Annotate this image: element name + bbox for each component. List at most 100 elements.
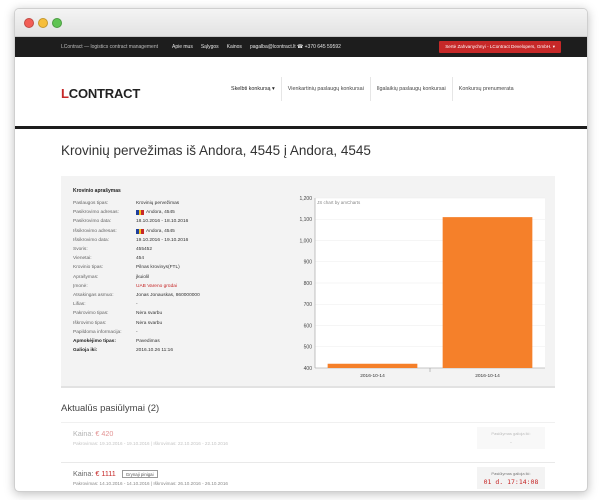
offer-item[interactable]: Kaina: € 1111 Grynaji pinigai Pakrovimas… [61,462,555,491]
detail-value: Nėra svarbu [136,311,163,317]
detail-row: Paslaugos tipas: Krovinių pervežimas [73,199,283,208]
detail-label: Lifias: [73,302,86,308]
detail-row: Svoris: 455452 [73,245,283,254]
detail-value: Krovinių pervežimas [136,201,180,207]
andorra-flag-icon [136,210,145,216]
detail-row: Įmonė: UAB Vareno grūdai [73,282,283,291]
andorra-flag-icon [136,228,145,234]
detail-value: jkuiolil [136,274,150,280]
minimize-window-button[interactable] [38,18,48,28]
detail-label: Pasikrovimo adresas: [73,210,119,216]
detail-row: Iškrovimo tipas: Nėra svarbu [73,318,283,327]
detail-value: Pilnas krovinys(FTL) [136,265,180,271]
detail-label: Aprašymas: [73,274,99,280]
user-account-label: Sertė Zahvanychnyi - LContract Developer… [445,44,552,49]
site-logo[interactable]: LCONTRACT [61,86,141,101]
cargo-details-heading: Krovinio aprašymas [73,188,121,194]
offer-validity: Pasiūlymas galioja iki: - [477,427,545,449]
detail-row: Papildoma informacija: - [73,328,283,337]
chart-credit: JS chart by amCharts [317,200,361,205]
chart-bar [327,363,418,368]
top-nav-terms[interactable]: Sąlygos [200,44,219,50]
cargo-details: Krovinio aprašymas Paslaugos tipas: Krovi… [73,188,283,355]
detail-label: Iškrovimo tipas: [73,320,107,326]
detail-value: Pavedimas [136,338,160,344]
site-tagline: LContract — logistics contract managemen… [61,44,158,50]
offers-bar-chart: 400 500 600 700 800 900 1,000 1,100 1,200 2016-10… [299,196,545,379]
offer-price: Kaina: € 1111 Grynaji pinigai [73,469,158,479]
site-header: LCONTRACT Skelbti konkursą ▾ Vienkartini… [15,57,587,129]
offer-price: Kaina: € 420 [73,429,114,438]
detail-value: 2016.10.26 11:16 [136,348,173,354]
y-tick-label: 900 [304,260,313,266]
detail-label: Išsikrovimo data: [73,237,109,243]
maximize-window-button[interactable] [52,18,62,28]
top-nav-about[interactable]: Apie mus [172,44,193,50]
offer-dates: Pakrovimas: 14.10.2016 - 14.10.2016 | Iš… [73,481,228,486]
nav-item-one-time-tenders[interactable]: Vienkartinių paslaugų konkursai [280,77,370,101]
main-nav: Skelbti konkursą ▾ Vienkartinių paslaugų… [225,77,520,101]
detail-value: Andora, 4545 [136,228,175,234]
phone-text: +370 645 59592 [304,44,341,50]
y-tick-label: 500 [304,345,313,351]
detail-label: Galioja iki: [73,348,98,354]
chart-bar [442,217,533,368]
detail-value: - [136,329,138,335]
top-nav-prices[interactable]: Kainos [226,44,242,50]
y-tick-label: 400 [304,366,313,372]
close-window-button[interactable] [24,18,34,28]
detail-row: Krovinio tipas: Pilnas krovinys(FTL) [73,263,283,272]
detail-row: Išsikrovimo data: 19.10.2016 - 19.10.2016 [73,236,283,245]
y-tick-label: 700 [304,302,313,308]
offer-dates: Pakrovimas: 19.10.2016 - 19.10.2016 | Iš… [73,441,228,446]
user-account-button[interactable]: Sertė Zahvanychnyi - LContract Developer… [439,41,561,53]
browser-window: LContract — logistics contract managemen… [14,8,588,492]
top-nav-help-email[interactable]: pagalba@lcontract.lt [249,44,296,50]
detail-value: 18.10.2016 - 18.10.2016 [136,219,189,225]
y-tick-label: 1,000 [299,238,312,244]
detail-row: Apmokėjimo tipas: Pavedimas [73,337,283,346]
nav-item-long-term-tenders[interactable]: Ilgalaikių paslaugų konkursai [369,77,452,101]
detail-value: Andora, 4545 [136,210,175,216]
detail-label: Atsakingas asmuo: [73,292,114,298]
detail-value: 19.10.2016 - 19.10.2016 [136,237,189,243]
detail-value: - [136,302,138,308]
detail-label: Krovinio tipas: [73,265,104,271]
detail-row: Atsakingas asmuo: Jonas Jonauskas, 860000… [73,291,283,300]
detail-value: 455452 [136,247,153,253]
offer-item[interactable]: Kaina: € 420 Pakrovimas: 19.10.2016 - 19… [61,422,555,452]
top-nav: Apie mus Sąlygos Kainos pagalba@lcontrac… [172,44,296,50]
detail-label: Pasikrovimo data: [73,219,112,225]
y-tick-label: 600 [304,323,313,329]
detail-row: Pasikrovimo data: 18.10.2016 - 18.10.2016 [73,217,283,226]
detail-label: Išsikrovimo adresas: [73,228,117,234]
detail-value: Nėra svarbu [136,320,163,326]
cargo-panel: Krovinio aprašymas Paslaugos tipas: Krovi… [61,176,555,388]
detail-label: Pakrovimo tipas: [73,311,109,317]
detail-row: Pakrovimo tipas: Nėra svarbu [73,309,283,318]
top-bar: LContract — logistics contract managemen… [15,37,587,57]
detail-row: Vienetai: 454 [73,254,283,263]
chevron-down-icon: ▾ [552,44,555,49]
detail-row: Aprašymas: jkuiolil [73,273,283,282]
x-tick-label: 2016-10-14 [475,373,500,379]
offer-validity: Pasiūlymas galioja iki: 01 d. 17:14:08 [477,467,545,489]
detail-row: Išsikrovimo adresas: Andora, 4545 [73,227,283,236]
phone-number: ☎ +370 645 59592 [297,44,341,50]
detail-label: Paslaugos tipas: [73,201,109,207]
y-tick-label: 1,200 [299,196,312,202]
detail-label: Papildoma informacija: [73,329,122,335]
y-tick-label: 800 [304,281,313,287]
detail-row: Galioja iki: 2016.10.26 11:16 [73,346,283,355]
detail-value[interactable]: UAB Vareno grūdai [136,283,177,289]
window-titlebar [15,9,587,37]
offers-title: Aktualūs pasiūlymai (2) [61,403,160,414]
detail-value: 454 [136,256,145,262]
detail-label: Įmonė: [73,283,88,289]
detail-label: Vienetai: [73,256,92,262]
detail-value: Jonas Jonauskas, 860000000 [136,292,200,298]
y-tick-label: 1,100 [299,217,312,223]
nav-item-publish-tender[interactable]: Skelbti konkursą ▾ [231,86,275,92]
nav-item-subscription[interactable]: Konkursų prenumerata [451,77,520,101]
detail-row: Pasikrovimo adresas: Andora, 4545 [73,208,283,217]
